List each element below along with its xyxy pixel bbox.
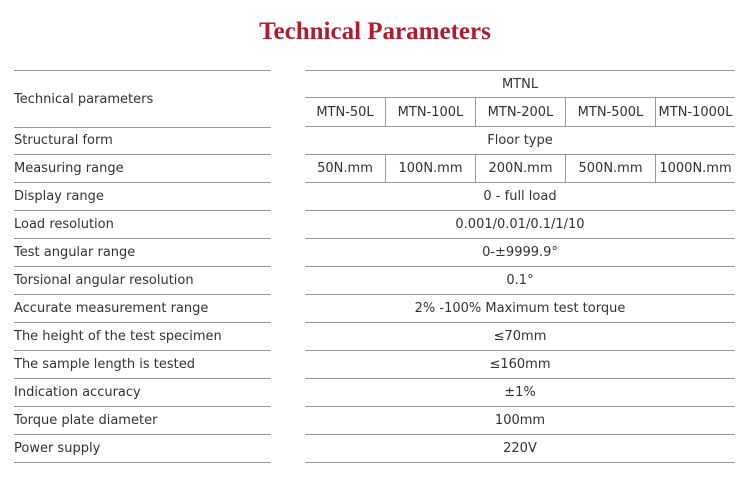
page-title: Technical Parameters: [259, 18, 491, 45]
value-cell: ≤160mm: [489, 356, 551, 372]
row-value: 100mm: [305, 406, 735, 435]
table-cell: MTN-50L: [316, 104, 374, 120]
row-value: 50N.mm 100N.mm 200N.mm 500N.mm 1000N.mm: [305, 154, 735, 183]
value-cell: ≤70mm: [493, 328, 547, 344]
table-cell: 100N.mm: [385, 154, 475, 182]
header-label: Technical parameters: [14, 71, 271, 128]
row-label: Display range: [14, 183, 271, 211]
value-cell: 0.1°: [506, 272, 534, 288]
row-label: Torque plate diameter: [14, 407, 271, 435]
row-label: Power supply: [14, 435, 271, 463]
header-series: MTNL: [305, 71, 735, 98]
row-value: 0 - full load: [305, 182, 735, 211]
row-value: ±1%: [305, 378, 735, 407]
series-name: MTNL: [501, 76, 539, 92]
value-cell: 0.001/0.01/0.1/1/10: [455, 216, 585, 232]
row-value: Floor type: [305, 126, 735, 155]
divider: [14, 70, 271, 71]
table-cell: MTN-500L: [565, 98, 655, 126]
table-cell: 50N.mm: [317, 160, 373, 176]
row-label: Structural form: [14, 127, 271, 155]
value-cell: 2% -100% Maximum test torque: [414, 300, 626, 316]
row-label: The sample length is tested: [14, 351, 271, 379]
table-cell: MTN-100L: [385, 98, 475, 126]
row-label: Torsional angular resolution: [14, 267, 271, 295]
value-cell: ±1%: [504, 384, 536, 400]
value-cell: 0-±9999.9°: [482, 244, 558, 260]
value-cell: 0 - full load: [483, 188, 557, 204]
row-value: 0.001/0.01/0.1/1/10: [305, 210, 735, 239]
row-label: Accurate measurement range: [14, 295, 271, 323]
divider: [305, 70, 735, 71]
row-value: 0.1°: [305, 266, 735, 295]
table-cell: MTN-1000L: [655, 98, 735, 126]
table-cell: 200N.mm: [475, 154, 565, 182]
header-models: MTN-50L MTN-100L MTN-200L MTN-500L MTN-1000L: [305, 98, 735, 127]
table-cell: 1000N.mm: [655, 154, 735, 182]
value-cell: 220V: [503, 440, 537, 456]
row-value: 220V: [305, 434, 735, 463]
row-value: ≤160mm: [305, 350, 735, 379]
row-value: 2% -100% Maximum test torque: [305, 294, 735, 323]
row-label: The height of the test specimen: [14, 323, 271, 351]
row-label: Indication accuracy: [14, 379, 271, 407]
table-cell: MTN-200L: [475, 98, 565, 126]
row-value: 0-±9999.9°: [305, 238, 735, 267]
row-label: Load resolution: [14, 211, 271, 239]
table-cell: 500N.mm: [565, 154, 655, 182]
row-label: Measuring range: [14, 155, 271, 183]
value-cell: 100mm: [494, 412, 546, 428]
row-label: Test angular range: [14, 239, 271, 267]
row-value: ≤70mm: [305, 322, 735, 351]
value-cell: Floor type: [487, 132, 553, 148]
